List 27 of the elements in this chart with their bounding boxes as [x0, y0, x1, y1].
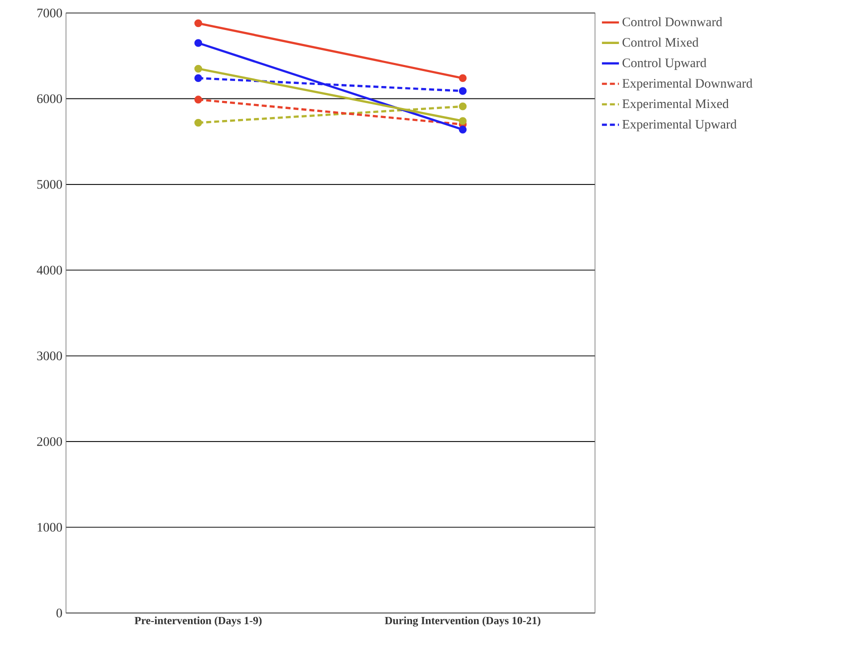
point	[458, 117, 467, 125]
x-tick-label: Pre-intervention (Days 1-9)	[134, 616, 262, 626]
x-tick-label: During Intervention (Days 10-21)	[384, 616, 540, 627]
y-tick-label: 4000	[36, 266, 62, 275]
legend-label: Experimental Upward	[622, 120, 737, 132]
legend-label: Control Downward	[622, 17, 722, 26]
point	[194, 74, 202, 82]
point	[458, 126, 467, 134]
point	[194, 19, 202, 28]
y-tick-label: 5000	[37, 180, 62, 189]
legend-label: Experimental Mixed	[622, 99, 729, 111]
point	[194, 39, 202, 47]
point	[194, 96, 202, 104]
legend-label: Experimental Downward	[622, 78, 752, 90]
point	[458, 102, 467, 110]
y-tick-label: 6000	[37, 94, 62, 104]
y-tick-label: 3000	[37, 351, 62, 360]
point	[194, 64, 202, 73]
legend-label: Control Upward	[622, 58, 706, 70]
point	[194, 118, 202, 127]
point	[458, 87, 467, 95]
legend-label: Control Mixed	[622, 38, 698, 47]
point	[458, 74, 467, 82]
y-tick-label: 0	[56, 608, 62, 618]
y-tick-label: 2000	[37, 437, 62, 446]
y-tick-label: 1000	[38, 522, 62, 532]
y-tick-label: 7000	[37, 8, 62, 18]
